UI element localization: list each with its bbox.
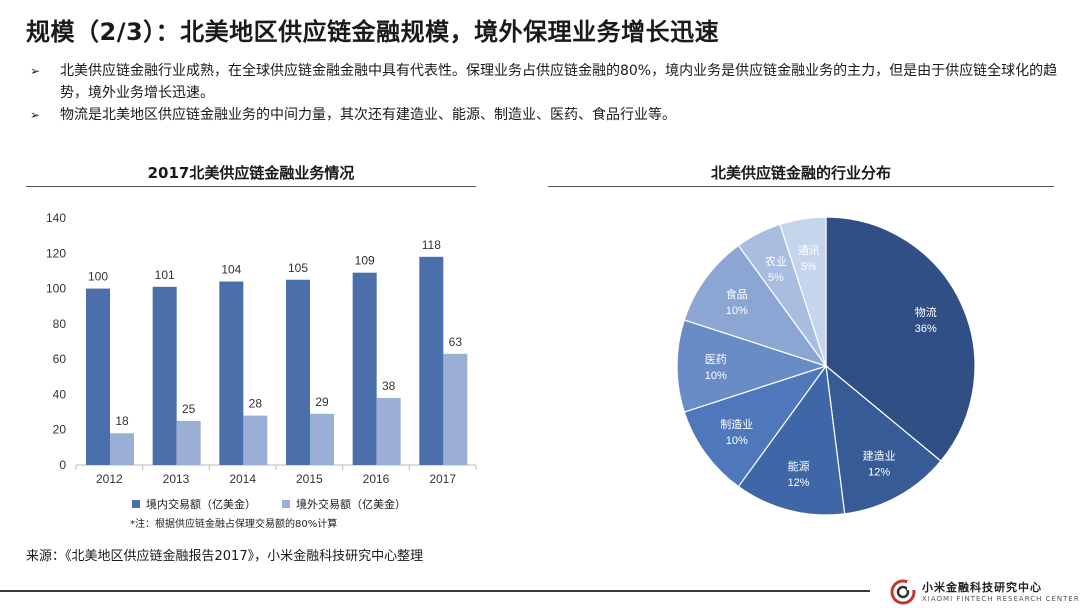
pie-slice-value: 10% [726,435,748,447]
bar-domestic [352,272,377,465]
pie-slice-value: 10% [726,305,748,317]
arrow-bullet-icon: ➢ [30,108,41,122]
bar-value-label: 38 [382,379,396,393]
x-tick-label: 2013 [163,472,190,486]
bar-domestic [286,279,310,465]
pie-slice-label: 建造业 [863,449,896,463]
bar-value-label: 109 [355,254,375,268]
chart-footnote: *注：根据供应链金融占保理交易额的80%计算 [130,519,338,530]
y-tick-label: 120 [46,246,66,260]
bar-value-label: 105 [288,261,308,275]
pie-slice-value: 12% [868,467,890,479]
pie-chart-title-rule [548,186,1054,187]
bar-value-label: 29 [315,395,329,409]
bar-overseas [376,397,401,465]
bullet-item: ➢ 物流是北美地区供应链金融业务的中间力量，其次还有建造业、能源、制造业、医药、… [30,104,1060,126]
bullet-list: ➢ 北美供应链金融行业成熟，在全球供应链金融金融中具有代表性。保理业务占供应链金… [30,60,1060,126]
pie-slice-value: 5% [768,272,784,284]
arrow-bullet-icon: ➢ [30,64,41,78]
pie-chart-title: 北美供应链金融的行业分布 [710,164,891,182]
bar-value-label: 18 [115,414,129,428]
pie-slice-value: 36% [915,323,937,335]
bullet-text: 北美供应链金融行业成熟，在全球供应链金融金融中具有代表性。保理业务占供应链金融的… [60,63,1058,101]
bar-value-label: 63 [449,335,463,349]
brand-logo: 小米金融科技研究中心 XIAOMI FINTECH RESEARCH CENTE… [890,578,1080,606]
pie-slice [779,216,827,367]
pie-slice-label: 食品 [726,287,748,301]
y-tick-label: 20 [53,423,67,437]
pie-slice-label: 通讯 [798,244,820,257]
bar-domestic [86,288,110,465]
source-text: 来源：《北美地区供应链金融报告2017》，小米金融科技研究中心整理 [26,549,424,564]
bullet-item: ➢ 北美供应链金融行业成熟，在全球供应链金融金融中具有代表性。保理业务占供应链金… [30,60,1060,104]
legend-swatch-domestic [132,500,140,508]
pie-slice [676,319,828,413]
bar-domestic [219,281,244,465]
pie-slice-value: 5% [801,261,817,273]
x-tick-label: 2017 [429,472,456,486]
pie-slice-value: 10% [705,370,727,382]
bar-value-label: 28 [249,397,263,411]
bar-value-label: 101 [155,268,175,282]
logo-icon [890,579,916,605]
bar-overseas [110,433,134,465]
logo-chinese-name: 小米金融科技研究中心 [922,580,1042,594]
y-tick-label: 100 [46,282,66,296]
y-tick-label: 0 [59,458,66,472]
page-title: 规模（2/3）：北美地区供应链金融规模，境外保理业务增长迅速 [26,18,720,46]
legend-swatch-overseas [282,500,290,508]
bar-overseas [243,415,268,465]
footer-divider [0,590,870,592]
pie-slice-label: 医药 [705,353,727,366]
legend-label-domestic: 境内交易额（亿美金） [146,498,256,511]
y-tick-label: 40 [53,387,67,401]
pie-slice-value: 12% [788,477,810,489]
bar-overseas [176,420,201,465]
legend-label-overseas: 境外交易额（亿美金） [296,498,406,511]
pie-slice-label: 制造业 [720,417,753,431]
bar-overseas [443,353,468,465]
x-tick-label: 2016 [363,472,390,486]
bar-overseas [310,413,334,465]
bar-chart-title-rule [26,186,476,187]
bullet-text: 物流是北美地区供应链金融业务的中间力量，其次还有建造业、能源、制造业、医药、食品… [60,107,676,123]
y-tick-label: 80 [53,317,67,331]
y-tick-label: 60 [53,352,67,366]
pie-slice-label: 能源 [788,459,810,473]
pie-slice [825,216,976,462]
pie-slice-label: 物流 [915,305,937,319]
bar-value-label: 25 [182,402,196,416]
x-tick-label: 2015 [296,472,323,486]
bar-chart-title: 2017北美供应链金融业务情况 [147,164,355,182]
bar-value-label: 104 [221,263,241,277]
bar-value-label: 100 [88,270,108,284]
bar-domestic [152,286,177,465]
pie-slice [737,364,846,516]
bar-chart-legend: 境内交易额（亿美金） 境外交易额（亿美金） [132,496,406,512]
pie-slice [825,364,942,515]
pie-slice [683,364,828,488]
bar-domestic [419,256,444,465]
pie-slice [683,244,828,368]
pie-slice-label: 农业 [765,254,787,268]
bar-value-label: 118 [422,238,441,252]
logo-english-name: XIAOMI FINTECH RESEARCH CENTER [922,594,1080,603]
y-tick-label: 140 [46,211,66,225]
x-tick-label: 2012 [96,472,123,486]
x-tick-label: 2014 [229,472,256,486]
